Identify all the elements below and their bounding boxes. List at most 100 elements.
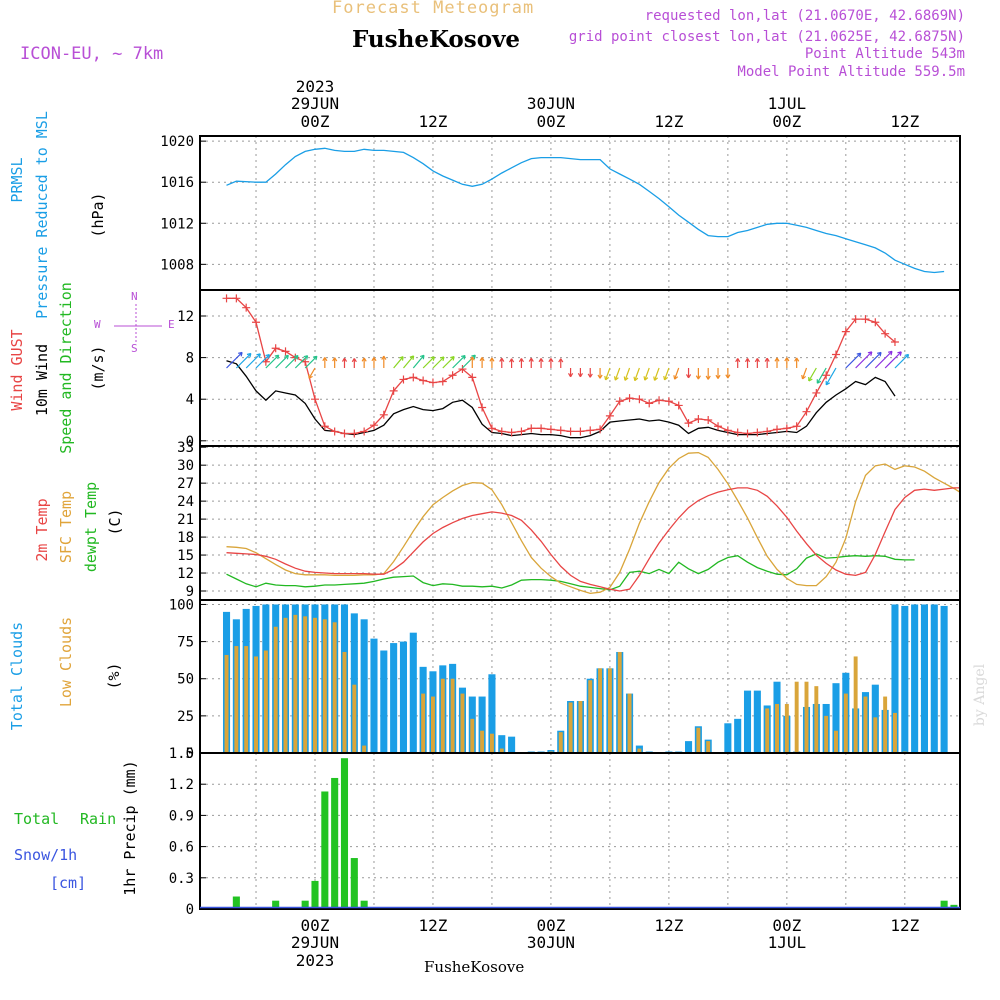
wind-arrow <box>265 354 280 369</box>
wind-arrow <box>322 357 328 368</box>
wind-arrow-head <box>653 376 659 381</box>
total-cloud-bar <box>645 751 653 752</box>
gust-marker <box>340 429 349 438</box>
gust-marker <box>222 294 231 303</box>
gust-marker <box>261 357 270 366</box>
time-label-top: 00Z <box>772 112 801 131</box>
wind-arrow-shaft <box>304 355 318 369</box>
low-cloud-bar <box>627 693 632 752</box>
low-cloud-bar <box>598 668 603 752</box>
rain-bar <box>331 777 339 908</box>
time-label-bottom: 30JUN <box>527 933 575 952</box>
wind-arrow-head <box>633 376 639 382</box>
wind-arrow-head <box>643 376 649 381</box>
wind-arrow-shaft <box>442 356 455 369</box>
wind-arrow <box>744 358 751 368</box>
wind-arrow-head <box>816 379 822 384</box>
wind-arrow-head <box>808 376 813 382</box>
wind-arrow-shaft <box>403 355 415 369</box>
wind-arrow-head <box>754 358 760 363</box>
gust-marker <box>645 399 654 408</box>
time-label-top: 12Z <box>419 112 448 131</box>
total-cloud-bar <box>980 606 987 753</box>
wind-arrow-head <box>613 376 619 381</box>
wind-arrow-shaft <box>432 356 445 369</box>
total-cloud-bar <box>685 741 693 752</box>
wind-arrow-head <box>256 353 261 358</box>
wind-arrow <box>499 357 505 368</box>
gust-marker <box>330 427 339 436</box>
wind-arrow <box>308 367 316 379</box>
low-cloud-bar <box>322 619 327 752</box>
wind-arrow-head <box>419 354 425 360</box>
gust-marker <box>497 427 506 436</box>
wind-arrow-head <box>897 351 902 356</box>
wind-arrow-head <box>303 355 309 360</box>
low-cloud-bar <box>548 751 553 752</box>
low-cloud-bar <box>794 681 799 752</box>
wind-arrow-shaft <box>624 367 631 381</box>
rain-bar <box>272 900 280 908</box>
total-cloud-bar <box>734 718 742 752</box>
low-cloud-bar <box>273 626 278 752</box>
total-cloud-bar <box>724 723 732 752</box>
wind-arrow <box>794 357 800 368</box>
total-cloud-bar <box>753 690 761 752</box>
wind-arrow-shaft <box>452 355 466 369</box>
wind-arrow-head <box>705 375 711 380</box>
gust-marker <box>733 428 742 437</box>
low-cloud-bar <box>362 745 367 752</box>
time-label-top: 12Z <box>654 112 683 131</box>
low-cloud-bar <box>313 617 317 752</box>
clouds-ytick-label: 25 <box>177 709 194 725</box>
gust-marker <box>615 397 624 406</box>
prmsl-line <box>226 147 945 274</box>
wind-arrow-head <box>794 357 800 362</box>
wind-arrow <box>341 357 348 368</box>
gust-marker <box>350 429 359 438</box>
wind-arrow <box>816 367 827 384</box>
wind-arrow <box>705 368 711 380</box>
total-cloud-bar <box>488 674 496 752</box>
wind-arrow-shaft <box>653 367 660 381</box>
precip-snow-unit: [cm] <box>50 874 87 892</box>
low-cloud-bar <box>558 732 563 752</box>
wind-arrow <box>226 351 243 369</box>
gust-marker <box>723 426 732 435</box>
wind-arrow-head <box>509 358 515 363</box>
wind-arrow-shaft <box>674 367 680 380</box>
low-cloud-bar <box>263 650 268 752</box>
wind-arrow-head <box>361 357 367 362</box>
wind-arrow-head <box>887 350 893 356</box>
gust-marker <box>527 424 536 433</box>
gust-marker <box>714 422 723 431</box>
time-label-top: 29JUN <box>291 94 339 113</box>
gust-marker <box>812 388 821 397</box>
low-cloud-bar <box>578 701 583 752</box>
low-cloud-bar <box>853 656 858 752</box>
wind-arrow-head <box>663 375 669 381</box>
t2m-line <box>226 487 959 592</box>
low-cloud-bar <box>814 686 819 752</box>
wind-arrow <box>597 368 603 379</box>
low-cloud-bar <box>430 696 435 752</box>
wind-arrow <box>469 356 475 368</box>
gust-marker <box>487 424 496 433</box>
time-label-top: 2023 <box>296 77 335 96</box>
wind-arrow <box>568 368 574 378</box>
gust-marker <box>281 347 290 356</box>
low-cloud-bar <box>617 651 622 752</box>
wind-arrow <box>412 354 425 369</box>
wind-arrow-head <box>246 352 252 358</box>
wind-arrow <box>663 367 670 381</box>
low-cloud-bar <box>843 693 848 752</box>
time-label-bottom: 1JUL <box>768 933 807 952</box>
time-label-top: 1JUL <box>768 94 807 113</box>
gust-marker <box>890 338 899 346</box>
low-cloud-bar <box>421 693 426 752</box>
total-cloud-bar <box>960 604 967 753</box>
wind-arrow-head <box>518 358 525 363</box>
wind-arrow <box>235 352 252 369</box>
wind-arrow <box>304 355 318 369</box>
wind-arrow <box>604 367 611 381</box>
